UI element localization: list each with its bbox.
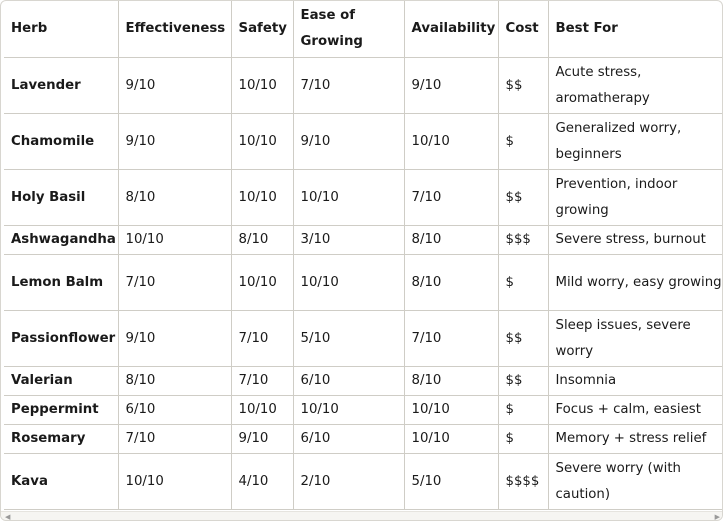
scroll-right-arrow-icon[interactable]: ▶ (714, 513, 720, 521)
effectiveness-cell: 8/10 (117, 169, 232, 226)
cost-cell: $$ (497, 310, 549, 367)
best-for-cell: Mild worry, easy growing (547, 254, 722, 311)
safety-cell: 10/10 (230, 395, 294, 425)
effectiveness-cell: 10/10 (117, 453, 232, 510)
table-row: Kava 10/10 4/10 2/10 5/10 $$$$ Severe wo… (4, 453, 722, 510)
cost-cell: $ (497, 254, 549, 311)
cost-cell: $$ (497, 169, 549, 226)
ease-of-growing-cell: 9/10 (292, 113, 405, 170)
ease-of-growing-cell: 2/10 (292, 453, 405, 510)
ease-of-growing-cell: 6/10 (292, 366, 405, 396)
best-for-cell: Severe stress, burnout (547, 225, 722, 255)
effectiveness-cell: 9/10 (117, 310, 232, 367)
cost-cell: $$ (497, 366, 549, 396)
effectiveness-cell: 10/10 (117, 225, 232, 255)
table-row: Chamomile 9/10 10/10 9/10 10/10 $ Genera… (4, 113, 722, 170)
table-row: Peppermint 6/10 10/10 10/10 10/10 $ Focu… (4, 395, 722, 425)
herb-name-cell: Chamomile (4, 113, 119, 170)
effectiveness-cell: 6/10 (117, 395, 232, 425)
availability-cell: 9/10 (403, 57, 499, 114)
availability-cell: 7/10 (403, 310, 499, 367)
safety-cell: 7/10 (230, 310, 294, 367)
table-row: Rosemary 7/10 9/10 6/10 10/10 $ Memory +… (4, 424, 722, 454)
column-header-best-for: Best For (547, 1, 722, 58)
herb-name-cell: Lavender (4, 57, 119, 114)
cost-cell: $ (497, 395, 549, 425)
ease-of-growing-cell: 6/10 (292, 424, 405, 454)
availability-cell: 10/10 (403, 395, 499, 425)
column-header-effectiveness: Effectiveness (117, 1, 232, 58)
ease-of-growing-cell: 10/10 (292, 395, 405, 425)
herb-name-cell: Lemon Balm (4, 254, 119, 311)
cost-cell: $$ (497, 57, 549, 114)
cost-cell: $ (497, 113, 549, 170)
safety-cell: 9/10 (230, 424, 294, 454)
effectiveness-cell: 9/10 (117, 57, 232, 114)
safety-cell: 10/10 (230, 169, 294, 226)
horizontal-scrollbar[interactable]: ◀ ▶ (1, 511, 722, 521)
column-header-availability: Availability (403, 1, 499, 58)
ease-of-growing-cell: 10/10 (292, 254, 405, 311)
cost-cell: $$$ (497, 225, 549, 255)
availability-cell: 10/10 (403, 424, 499, 454)
table-row: Lemon Balm 7/10 10/10 10/10 8/10 $ Mild … (4, 254, 722, 311)
herb-name-cell: Rosemary (4, 424, 119, 454)
herb-comparison-table: Herb Effectiveness Safety Ease of Growin… (4, 1, 722, 510)
best-for-cell: Focus + calm, easiest (547, 395, 722, 425)
herb-name-cell: Ashwagandha (4, 225, 119, 255)
effectiveness-cell: 8/10 (117, 366, 232, 396)
availability-cell: 10/10 (403, 113, 499, 170)
effectiveness-cell: 7/10 (117, 424, 232, 454)
effectiveness-cell: 7/10 (117, 254, 232, 311)
column-header-ease-of-growing: Ease of Growing (292, 1, 405, 58)
column-header-safety: Safety (230, 1, 294, 58)
best-for-cell: Sleep issues, severe worry (547, 310, 722, 367)
best-for-cell: Generalized worry, beginners (547, 113, 722, 170)
availability-cell: 8/10 (403, 366, 499, 396)
availability-cell: 8/10 (403, 254, 499, 311)
availability-cell: 5/10 (403, 453, 499, 510)
ease-of-growing-cell: 7/10 (292, 57, 405, 114)
table-row: Holy Basil 8/10 10/10 10/10 7/10 $$ Prev… (4, 169, 722, 226)
column-header-cost: Cost (497, 1, 549, 58)
cost-cell: $$$$ (497, 453, 549, 510)
herb-name-cell: Peppermint (4, 395, 119, 425)
safety-cell: 10/10 (230, 113, 294, 170)
ease-of-growing-cell: 5/10 (292, 310, 405, 367)
table-row: Passionflower 9/10 7/10 5/10 7/10 $$ Sle… (4, 310, 722, 367)
ease-of-growing-cell: 10/10 (292, 169, 405, 226)
best-for-cell: Severe worry (with caution) (547, 453, 722, 510)
scroll-left-arrow-icon[interactable]: ◀ (5, 513, 11, 521)
ease-of-growing-cell: 3/10 (292, 225, 405, 255)
safety-cell: 10/10 (230, 57, 294, 114)
herb-name-cell: Valerian (4, 366, 119, 396)
best-for-cell: Memory + stress relief (547, 424, 722, 454)
best-for-cell: Insomnia (547, 366, 722, 396)
safety-cell: 10/10 (230, 254, 294, 311)
best-for-cell: Acute stress, aromatherapy (547, 57, 722, 114)
safety-cell: 7/10 (230, 366, 294, 396)
table-header-row: Herb Effectiveness Safety Ease of Growin… (4, 1, 722, 58)
effectiveness-cell: 9/10 (117, 113, 232, 170)
availability-cell: 8/10 (403, 225, 499, 255)
table-row: Lavender 9/10 10/10 7/10 9/10 $$ Acute s… (4, 57, 722, 114)
herb-name-cell: Holy Basil (4, 169, 119, 226)
herb-name-cell: Kava (4, 453, 119, 510)
column-header-herb: Herb (4, 1, 119, 58)
table-row: Ashwagandha 10/10 8/10 3/10 8/10 $$$ Sev… (4, 225, 722, 255)
safety-cell: 4/10 (230, 453, 294, 510)
availability-cell: 7/10 (403, 169, 499, 226)
best-for-cell: Prevention, indoor growing (547, 169, 722, 226)
table-row: Valerian 8/10 7/10 6/10 8/10 $$ Insomnia (4, 366, 722, 396)
herb-name-cell: Passionflower (4, 310, 119, 367)
safety-cell: 8/10 (230, 225, 294, 255)
cost-cell: $ (497, 424, 549, 454)
